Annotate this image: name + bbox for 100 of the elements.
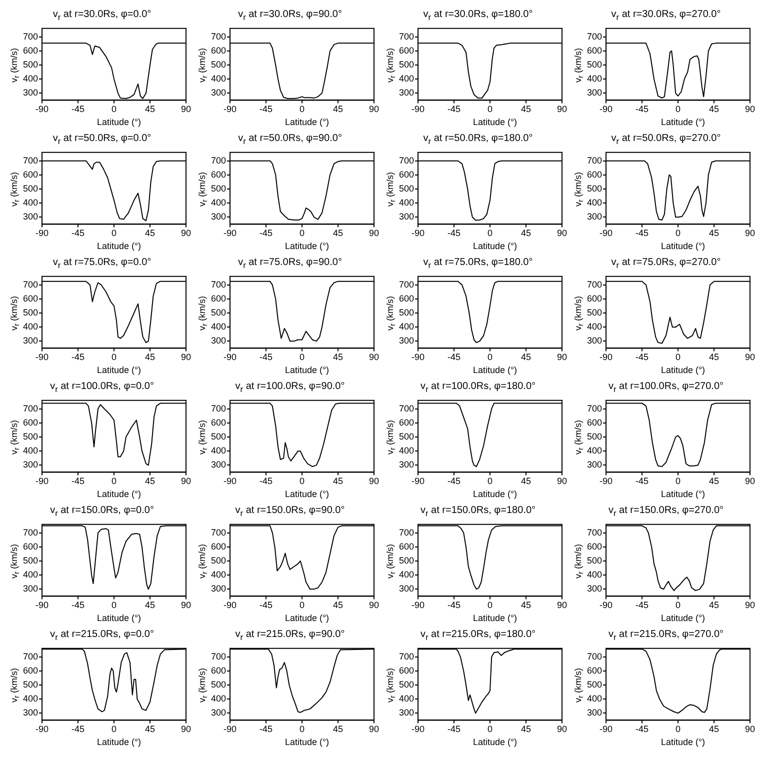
y-tick-label: 500: [398, 307, 414, 318]
y-tick-label: 500: [22, 59, 38, 70]
y-tick-label: 500: [210, 555, 226, 566]
x-tick-label: 45: [144, 104, 156, 114]
y-tick-label: 600: [398, 541, 414, 552]
x-tick-label: -90: [224, 724, 237, 734]
x-tick-label: -45: [260, 228, 273, 238]
y-tick-label: 500: [398, 183, 414, 194]
y-tick-label: 500: [586, 307, 602, 318]
y-tick-label: 700: [210, 31, 226, 42]
y-tick-label: 700: [586, 527, 602, 538]
chart-title: v$_{r}$ at r=75.0Rs, φ=270.0°: [610, 256, 722, 270]
y-tick-label: 300: [22, 584, 38, 594]
x-tick-label: -45: [636, 600, 649, 610]
y-tick-label: 600: [398, 293, 414, 304]
x-tick-label: 90: [180, 104, 192, 114]
chart-title: v$_{r}$ at r=50.0Rs, φ=0.0°: [52, 132, 152, 146]
y-tick-label: 400: [210, 198, 226, 208]
chart-title: v$_{r}$ at r=150.0Rs, φ=180.0°: [420, 504, 536, 518]
y-tick-label: 700: [586, 155, 602, 166]
y-tick-label: 700: [398, 31, 414, 42]
x-tick-label: 0: [300, 476, 305, 486]
x-tick-label: -90: [36, 724, 49, 734]
x-axis-title: Latitude (°): [660, 240, 706, 253]
y-tick-label: 300: [398, 708, 414, 718]
y-tick-label: 500: [22, 555, 38, 566]
x-tick-label: 45: [144, 476, 156, 486]
y-tick-label: 300: [22, 88, 38, 98]
x-tick-label: -45: [636, 724, 649, 734]
x-tick-label: 90: [744, 724, 756, 734]
x-tick-label: 45: [708, 352, 720, 362]
x-tick-label: 90: [368, 476, 380, 486]
x-axis-title: Latitude (°): [96, 488, 142, 501]
x-tick-label: 0: [676, 724, 681, 734]
x-tick-label: 0: [488, 104, 493, 114]
y-tick-label: 300: [398, 460, 414, 470]
x-tick-label: 90: [744, 600, 756, 610]
x-tick-label: -90: [412, 600, 425, 610]
y-tick-label: 400: [22, 322, 38, 332]
y-tick-label: 400: [22, 198, 38, 208]
x-tick-label: 90: [368, 228, 380, 238]
y-tick-label: 400: [398, 570, 414, 580]
x-axis-title: Latitude (°): [472, 736, 518, 749]
x-tick-label: -45: [448, 104, 461, 114]
y-tick-label: 700: [210, 527, 226, 538]
y-tick-label: 600: [398, 665, 414, 676]
x-tick-label: -90: [224, 352, 237, 362]
y-tick-label: 300: [22, 336, 38, 346]
y-tick-label: 400: [22, 570, 38, 580]
y-tick-label: 400: [586, 74, 602, 84]
x-tick-label: -45: [72, 228, 85, 238]
y-tick-label: 300: [210, 708, 226, 718]
y-tick-label: 500: [210, 59, 226, 70]
x-axis-title: Latitude (°): [96, 612, 142, 625]
y-tick-label: 600: [22, 45, 38, 56]
chart-title: v$_{r}$ at r=50.0Rs, φ=270.0°: [610, 132, 722, 146]
x-tick-label: 0: [112, 600, 117, 610]
y-tick-label: 700: [586, 651, 602, 662]
x-axis-title: Latitude (°): [472, 240, 518, 253]
x-tick-label: -45: [448, 724, 461, 734]
chart-title: v$_{r}$ at r=215.0Rs, φ=90.0°: [234, 628, 346, 642]
y-tick-label: 700: [22, 31, 38, 42]
x-tick-label: -90: [36, 228, 49, 238]
y-tick-label: 600: [22, 293, 38, 304]
y-tick-label: 400: [210, 322, 226, 332]
y-tick-label: 500: [210, 307, 226, 318]
x-tick-label: 0: [488, 352, 493, 362]
y-tick-label: 500: [22, 679, 38, 690]
x-axis-title: Latitude (°): [284, 240, 330, 253]
x-tick-label: -45: [72, 724, 85, 734]
y-tick-label: 300: [22, 708, 38, 718]
x-tick-label: 90: [556, 476, 568, 486]
y-tick-label: 700: [210, 155, 226, 166]
x-tick-label: 90: [556, 104, 568, 114]
x-tick-label: 90: [744, 352, 756, 362]
y-tick-label: 600: [22, 541, 38, 552]
y-tick-label: 700: [210, 651, 226, 662]
y-tick-label: 700: [398, 527, 414, 538]
x-tick-label: -45: [260, 104, 273, 114]
x-tick-label: -90: [36, 476, 49, 486]
x-tick-label: -45: [636, 104, 649, 114]
x-tick-label: 90: [180, 724, 192, 734]
y-tick-label: 300: [586, 584, 602, 594]
x-tick-label: 45: [144, 724, 156, 734]
y-tick-label: 600: [586, 293, 602, 304]
x-axis-title: Latitude (°): [660, 116, 706, 129]
y-tick-label: 700: [586, 31, 602, 42]
x-tick-label: 0: [300, 724, 305, 734]
y-tick-label: 400: [586, 322, 602, 332]
x-tick-label: 45: [708, 476, 720, 486]
y-tick-label: 600: [586, 665, 602, 676]
y-tick-label: 700: [398, 651, 414, 662]
chart-title: v$_{r}$ at r=215.0Rs, φ=270.0°: [608, 628, 724, 642]
y-tick-label: 700: [22, 155, 38, 166]
x-tick-label: 45: [708, 104, 720, 114]
x-tick-label: 90: [368, 600, 380, 610]
x-tick-label: 0: [112, 476, 117, 486]
y-tick-label: 400: [398, 694, 414, 704]
chart-title: v$_{r}$ at r=215.0Rs, φ=0.0°: [49, 628, 155, 642]
x-tick-label: 45: [520, 476, 532, 486]
